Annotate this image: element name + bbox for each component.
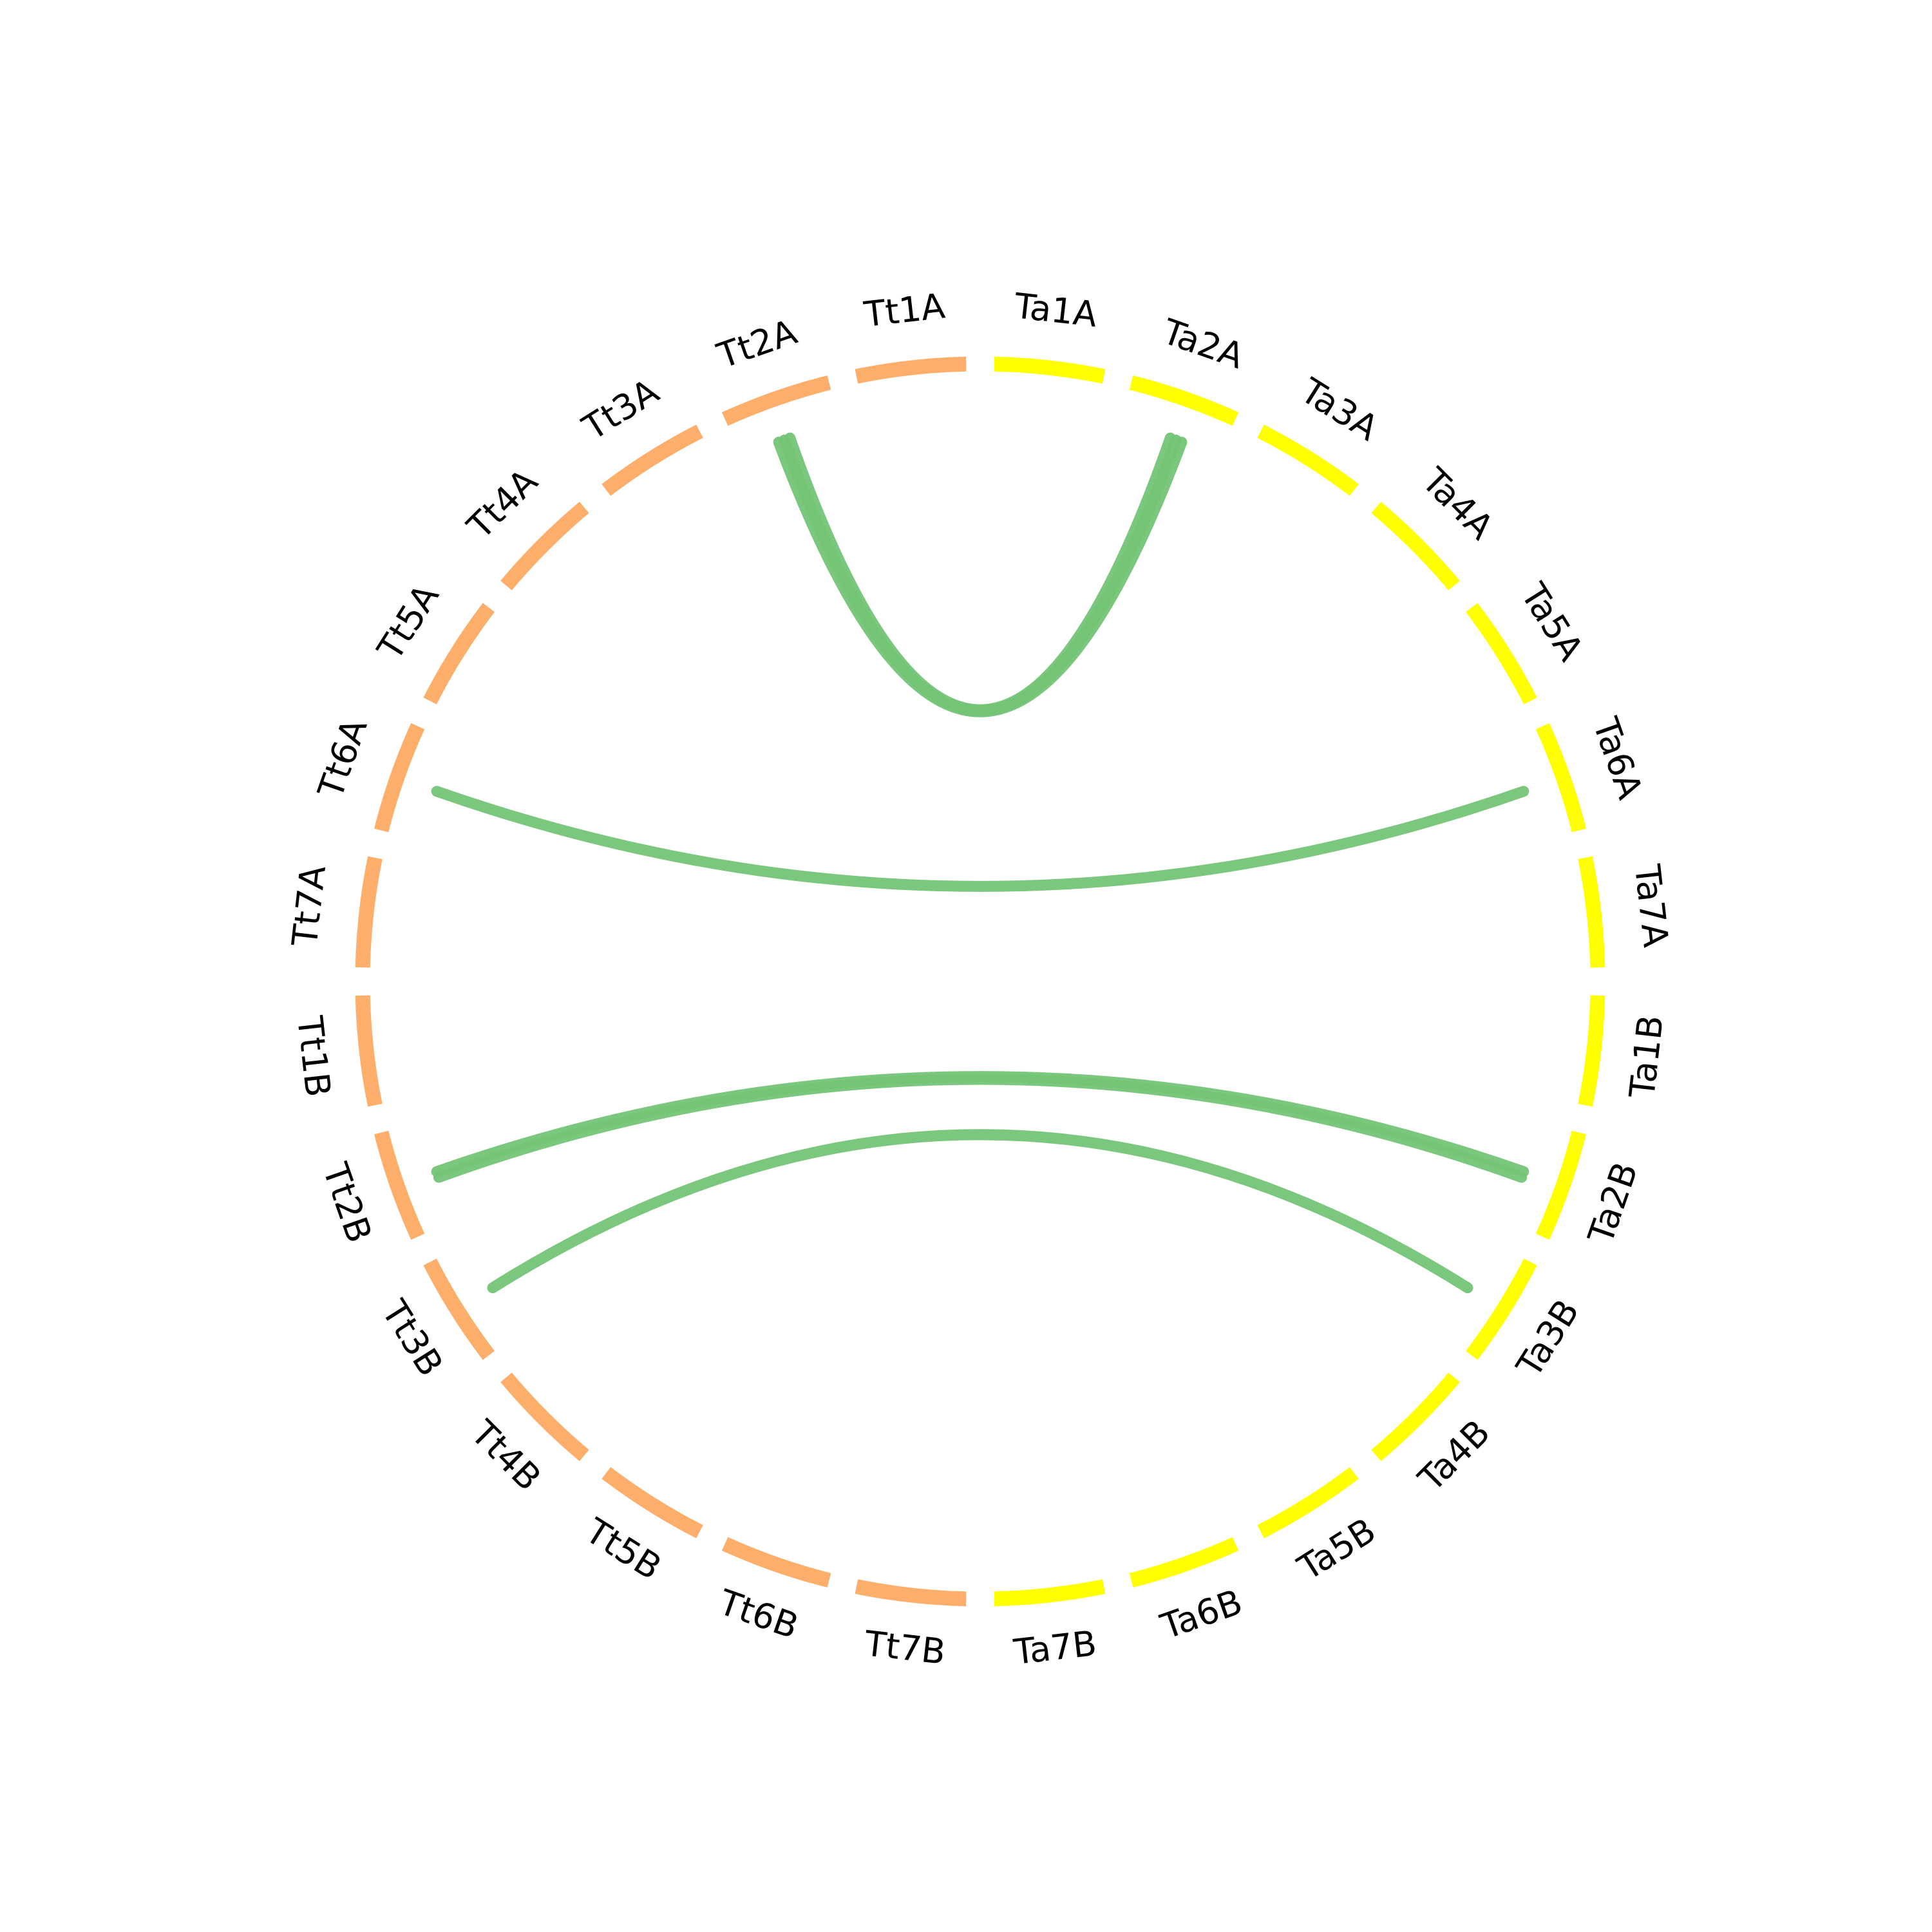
- segment-label: Tt6B: [714, 1582, 804, 1647]
- chromosome-segment: [1371, 1372, 1460, 1461]
- chromosome-segment: [423, 1258, 495, 1360]
- segment-label: Tt2B: [314, 1157, 379, 1247]
- chromosome-segment: [721, 375, 831, 426]
- chromosome-segment: [721, 1537, 831, 1588]
- segment-label: Tt4B: [462, 1412, 549, 1499]
- segment-label: Ta2A: [1157, 311, 1249, 377]
- segment-label: Tt3A: [575, 371, 666, 449]
- segment-label: Tt2A: [712, 312, 802, 377]
- chromosome-segment: [500, 502, 589, 591]
- chromosome-segment: [994, 1579, 1106, 1607]
- link: [431, 786, 1530, 892]
- chromosome-segment: [1465, 1258, 1537, 1360]
- chromosome-segment: [601, 424, 703, 497]
- chromosome-segment: [355, 856, 383, 968]
- chromosome-segment: [374, 723, 425, 833]
- segment-label: Ta6A: [1585, 712, 1651, 804]
- chromosome-segment: [1535, 1130, 1587, 1240]
- chromosome-segment: [1257, 1466, 1359, 1539]
- segment-label: Tt3B: [374, 1293, 451, 1383]
- chromosome-segment: [1578, 995, 1605, 1107]
- segment-label: Tt1A: [862, 285, 947, 335]
- chromosome-segment: [355, 995, 383, 1107]
- chromosome-segment: [994, 356, 1106, 384]
- segment-label: Ta3A: [1293, 370, 1385, 449]
- chromosome-segment: [855, 356, 967, 384]
- segment-label: Tt6A: [310, 714, 375, 804]
- segment-label: Tt7B: [862, 1623, 948, 1672]
- link: [773, 437, 1188, 717]
- chromosome-segment: [1465, 603, 1537, 705]
- segment-label: Ta7A: [1627, 862, 1676, 949]
- segment-label: Ta1A: [1012, 285, 1099, 335]
- chromosome-segment: [374, 1130, 425, 1240]
- chromosome-segment: [500, 1372, 589, 1461]
- segment-label: Ta2B: [1580, 1157, 1645, 1249]
- segment-label: Tt5A: [369, 577, 447, 668]
- segment-label: Ta1B: [1622, 1013, 1671, 1101]
- chromosome-segment: [1257, 424, 1359, 497]
- chromosome-segment: [423, 603, 495, 705]
- chromosome-segment: [601, 1466, 703, 1539]
- segment-label: Tt7A: [284, 864, 334, 949]
- segment-label: Ta4B: [1410, 1412, 1498, 1499]
- segment-label: Ta5B: [1291, 1510, 1383, 1589]
- segment-label: Ta5A: [1513, 576, 1591, 668]
- chromosome-segment: [1129, 375, 1239, 426]
- chromosome-segment: [1129, 1537, 1239, 1588]
- link: [433, 1074, 1528, 1183]
- link: [779, 434, 1182, 717]
- segment-label: Tt4A: [459, 461, 545, 547]
- chromosome-segment: [1535, 723, 1587, 833]
- link: [487, 1129, 1473, 1294]
- segment-label: Ta7B: [1011, 1623, 1099, 1672]
- chromosome-segment: [1578, 856, 1605, 968]
- segment-label: Ta3B: [1508, 1293, 1587, 1385]
- segment-label: Ta4A: [1414, 460, 1501, 547]
- chromosome-segment: [1371, 502, 1460, 591]
- chromosome-segment: [855, 1579, 967, 1607]
- segment-label: Tt1B: [289, 1014, 339, 1099]
- segment-label: Tt5B: [578, 1510, 668, 1588]
- segment-label: Ta6B: [1155, 1582, 1247, 1647]
